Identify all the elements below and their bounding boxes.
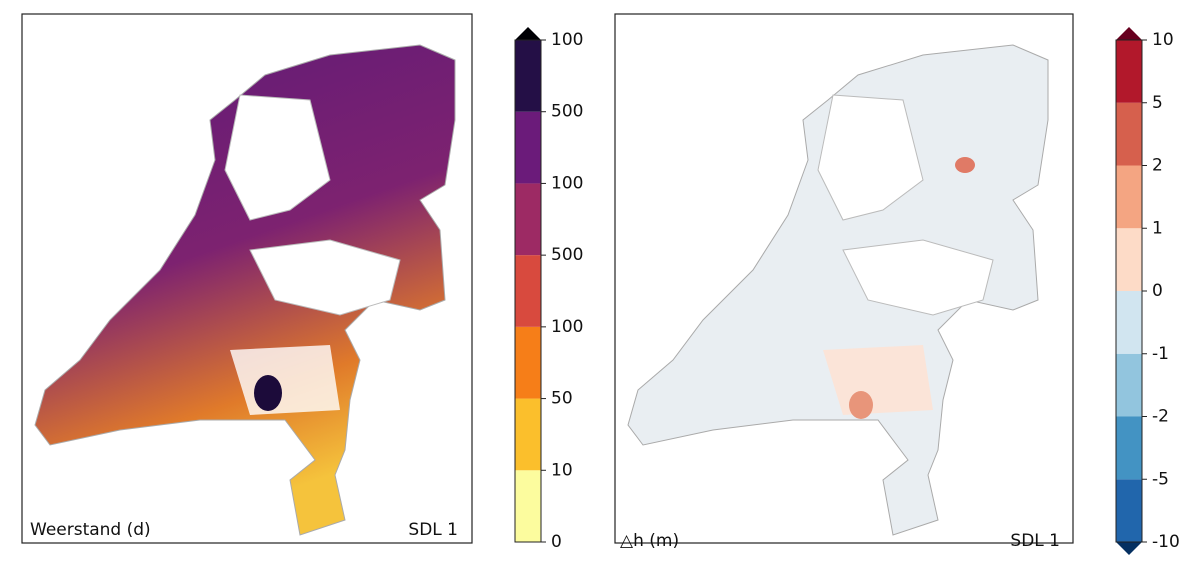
water: [224, 94, 331, 221]
colorbar-segment: [1116, 416, 1142, 480]
sand-area: [842, 239, 994, 316]
colorbar-segment: [1116, 102, 1142, 166]
map-panel-right: △h (m) SDL 1: [614, 13, 1074, 551]
colorbar-extend: [515, 27, 541, 40]
colorbar-tick-label: 0: [1152, 281, 1163, 301]
colorbar-tick-label: -2: [1152, 407, 1169, 427]
panel-tag: SDL 1: [408, 520, 458, 540]
colorbar-tick-label: 10: [551, 460, 573, 480]
patch: [254, 375, 282, 411]
colorbar-tick-label: -10: [1152, 532, 1180, 552]
colorbar-frame: [514, 39, 542, 543]
colorbar-segment: [1116, 165, 1142, 229]
sand-area: [249, 239, 401, 316]
colorbar-segment: [1116, 291, 1142, 354]
colorbar-segment: [1116, 228, 1142, 291]
colorbar-extend: [1116, 27, 1142, 40]
colorbar-segment: [1116, 479, 1142, 542]
colorbar-segment: [515, 40, 541, 112]
colorbar-tick-label: 10: [1152, 30, 1174, 50]
colorbar-segment: [1116, 353, 1142, 417]
colorbar-tick-label: 5: [1152, 93, 1163, 113]
patch: [823, 345, 933, 415]
colorbar-tick-label: 2: [1152, 156, 1163, 176]
colorbar-segment: [515, 183, 541, 256]
colorbar-segment: [515, 398, 541, 471]
map-panel-left: Weerstand (d) SDL 1: [21, 13, 473, 544]
patch: [955, 157, 975, 173]
colorbar-tick-label: -5: [1152, 469, 1169, 489]
colorbar-extend: [1116, 542, 1142, 555]
panel-tag: SDL 1: [1010, 531, 1060, 551]
water: [817, 94, 924, 221]
patch: [849, 391, 873, 419]
colorbar-tick-label: 500: [551, 245, 583, 265]
colorbar-segment: [515, 326, 541, 399]
colorbar-tick-label: -1: [1152, 344, 1169, 364]
colorbar-segment: [515, 255, 541, 327]
panel-label: △h (m): [620, 531, 679, 551]
colorbar-tick-label: 0: [551, 532, 562, 552]
colorbar-tick-label: 100: [551, 173, 583, 193]
colorbar-tick-label: 500: [551, 102, 583, 122]
colorbar-segment: [1116, 40, 1142, 103]
colorbar-tick-label: 50: [551, 389, 573, 409]
colorbar-tick-label: 100: [551, 30, 583, 50]
panel-label: Weerstand (d): [30, 520, 151, 540]
colorbar-tick-label: 100: [551, 317, 583, 337]
colorbar-tick-label: 1: [1152, 218, 1163, 238]
colorbar-segment: [515, 111, 541, 184]
colorbar-segment: [515, 470, 541, 542]
